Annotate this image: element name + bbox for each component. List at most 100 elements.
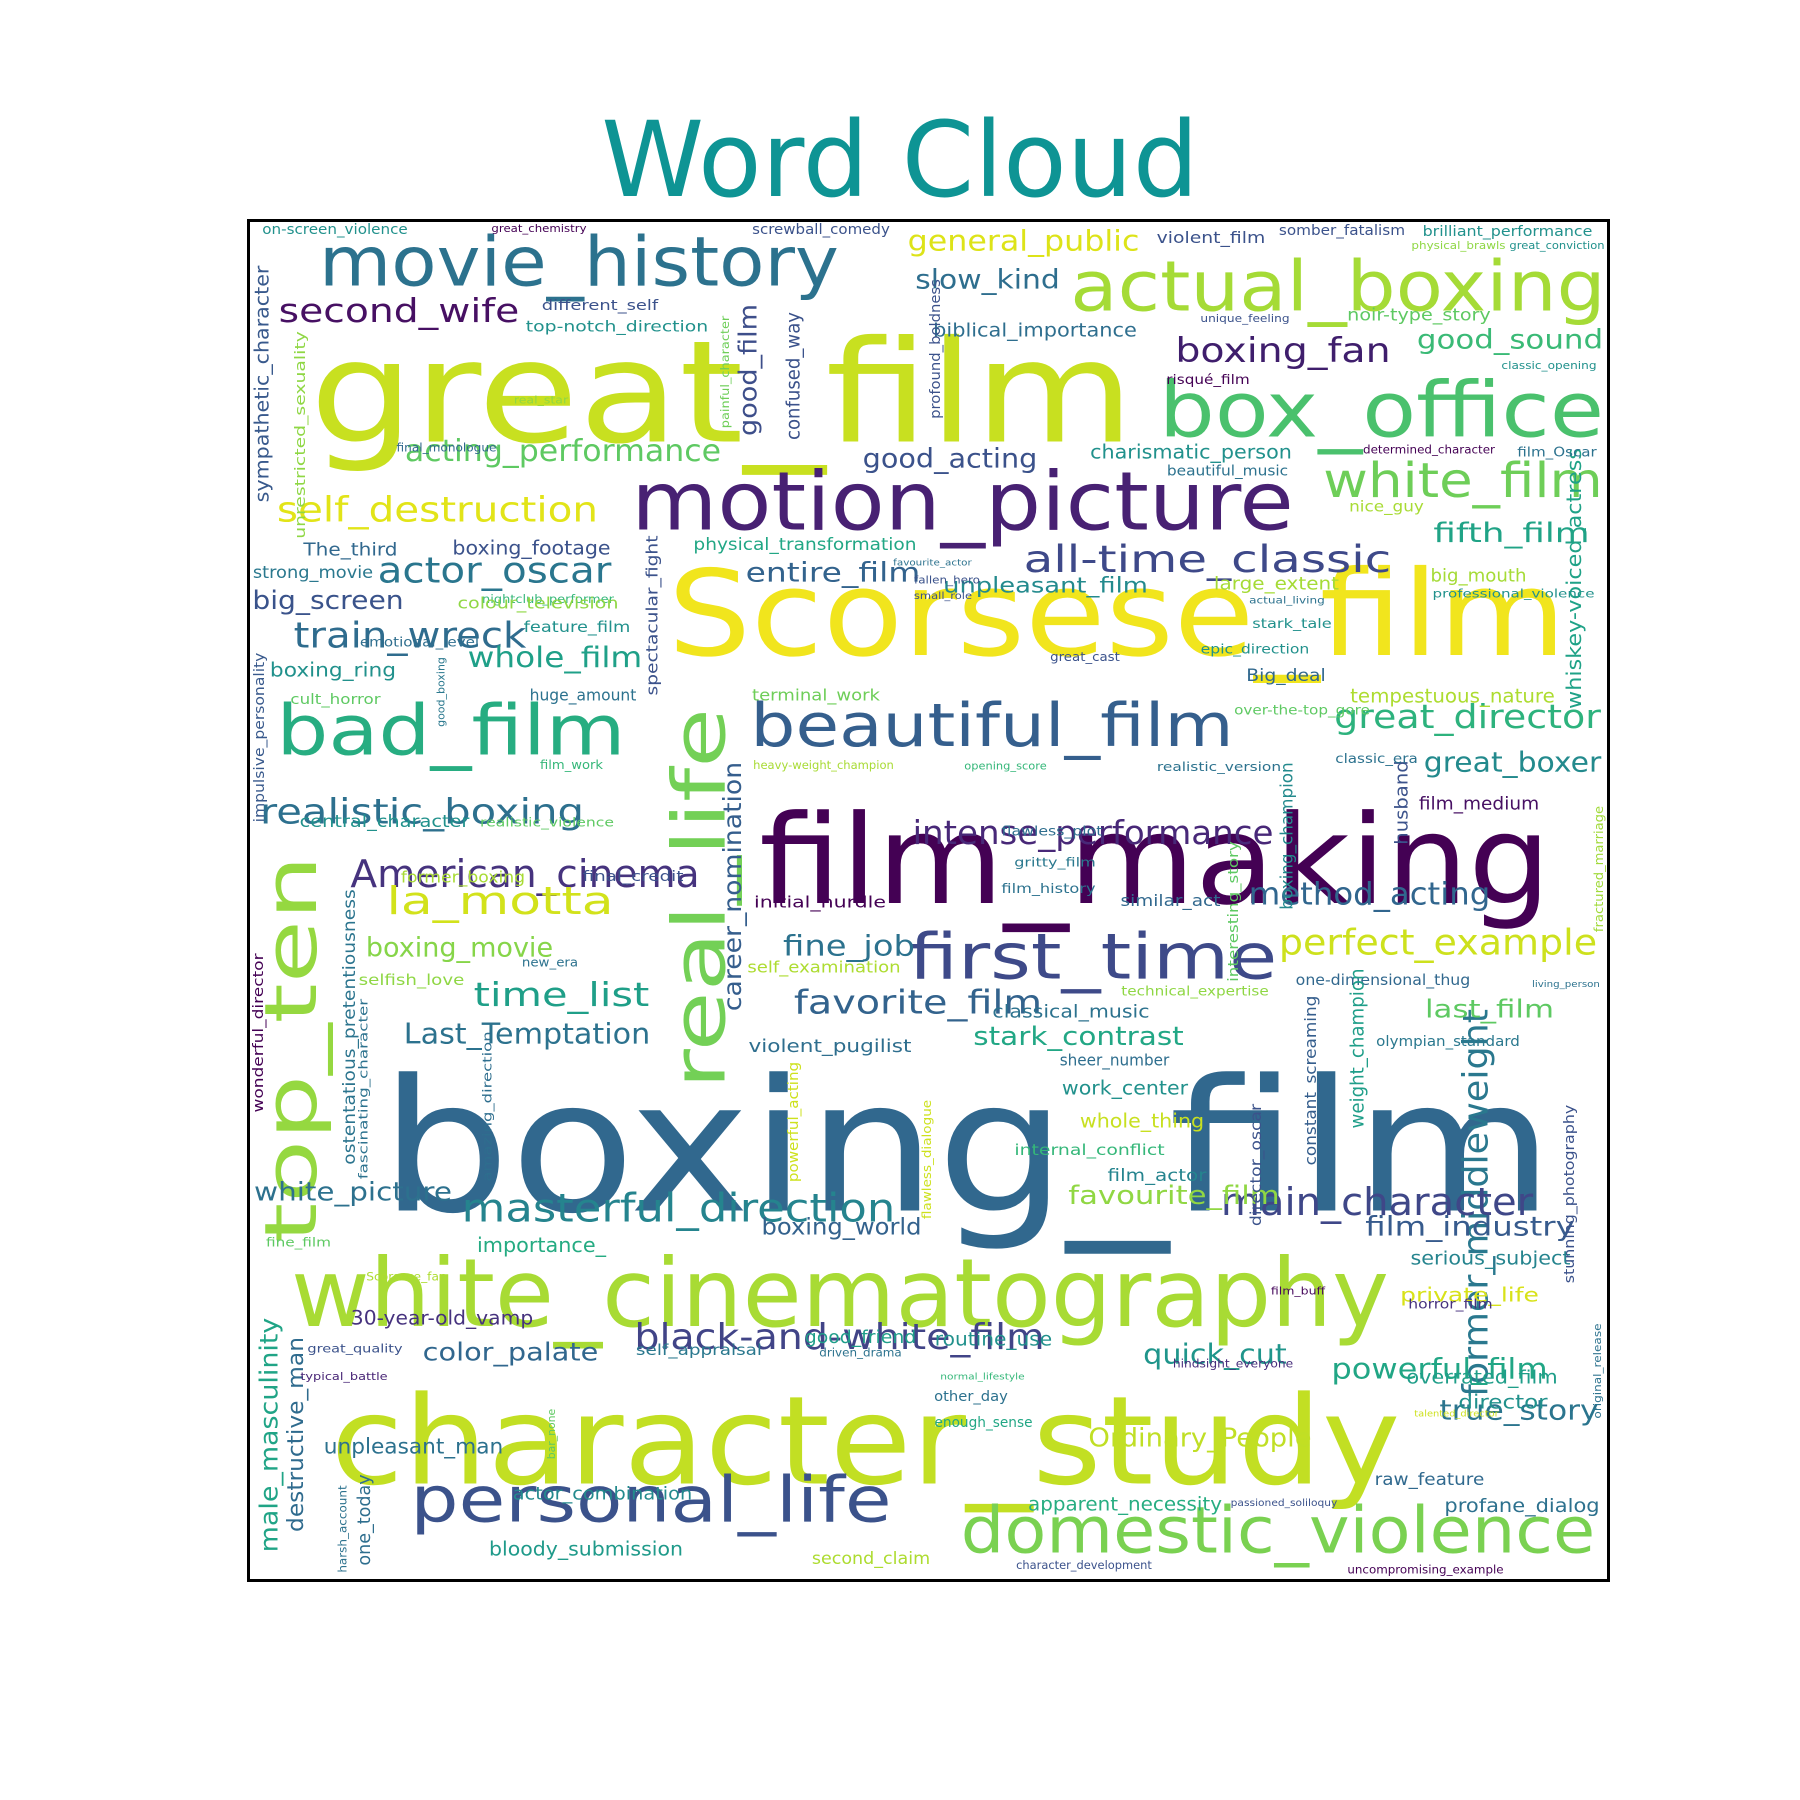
word-stark-tale: stark_tale (1252, 616, 1332, 632)
word-entire-film: entire_film (746, 558, 921, 589)
word-amazing-direction: amazing_direction (480, 1031, 495, 1181)
word-determined-character: determined_character (1363, 444, 1495, 457)
word-terminal-work: terminal_work (752, 686, 881, 706)
word-actor-combination: actor_combination (513, 1484, 692, 1505)
word-initial-hurdle: initial_hurdle (754, 893, 886, 913)
word-general-public: general_public (908, 225, 1140, 258)
word-small-role: small_role (914, 591, 972, 602)
word-self-destruction: self_destruction (277, 491, 598, 531)
word-scorsese-fan: Scorsese_fan (366, 1270, 447, 1284)
word-other-day: other_day (934, 1389, 1008, 1405)
word-film-medium: film_medium (1419, 794, 1539, 815)
word-large-extent: large_extent (1214, 574, 1339, 595)
word-fractured-marriage: fractured_marriage (1592, 806, 1606, 932)
word-weight-champion: weight_champion (1348, 969, 1369, 1129)
word-profane-dialog: profane_dialog (1444, 1495, 1599, 1517)
word-bad-film: bad_film (276, 692, 625, 772)
word-new-era: new_era (522, 955, 578, 970)
word-physical-transformation: physical_transformation (693, 534, 916, 555)
word-film-making: film_making (759, 789, 1551, 933)
word-great-boxer: great_boxer (1424, 746, 1602, 779)
word-true-story: true_story (1439, 1396, 1598, 1427)
word-fallen-hero: fallen_hero (914, 575, 980, 587)
word-big-deal: Big_deal (1246, 666, 1326, 686)
word-masterful-direction: masterful_direction (462, 1187, 896, 1232)
word-on-screen-violence: on-screen_violence (262, 222, 408, 238)
word-male-masculinity: male_masculinity (255, 1318, 284, 1553)
word-unpleasant-film: unpleasant_film (943, 574, 1148, 599)
word-top-ten: top_ten (250, 855, 333, 1243)
word-central-character: central_character (300, 812, 471, 832)
word-stunning-photography: stunning_photography (1562, 1104, 1578, 1283)
word-main-character: main_character (1221, 1180, 1534, 1225)
word-destructive-man: destructive_man (283, 1337, 309, 1532)
word-normal-lifestyle: normal_lifestyle (940, 1373, 1025, 1383)
word-movie-history: movie_history (319, 223, 839, 303)
word-bar-none: bar_none (545, 1408, 558, 1459)
word-similar-act: similar_act (1121, 892, 1221, 911)
word-film-actor: film_actor (1108, 1166, 1207, 1186)
word-tempestuous-nature: tempestuous_nature (1350, 685, 1555, 708)
word-heavy-weight-champion: heavy-weight_champion (753, 758, 894, 772)
word-train-wreck: train_wreck (294, 616, 527, 657)
word-director: director (1458, 1391, 1547, 1414)
word-ordinary-people: Ordinary_People (1088, 1424, 1311, 1454)
word-second-wife: second_wife (279, 291, 520, 330)
word-color-palate: color_palate (423, 1338, 599, 1367)
word-raw-feature: raw_feature (1375, 1470, 1485, 1490)
word-cult-horror: cult_horror (290, 692, 380, 708)
word-actual-boxing: actual_boxing (1070, 248, 1605, 328)
word-great-quality: great_quality (307, 1342, 402, 1356)
word-acting-performance: acting_performance (405, 434, 721, 469)
word-brilliant-performance: brilliant_performance (1423, 224, 1593, 240)
word-whiskey-voiced-actress: whiskey-voiced_actress (1562, 448, 1587, 709)
word-big-screen: big_screen (252, 586, 403, 616)
word-black-and-white-film: black-and-white_film (634, 1317, 1044, 1358)
word-impulsive-personality: impulsive_personality (252, 653, 268, 823)
word-enough-sense: enough_sense (935, 1415, 1033, 1431)
word-fine-job: fine_job (783, 930, 915, 963)
word-director-oscar: director_oscar (1247, 1103, 1266, 1226)
word-realistic-boxing: realistic_boxing (260, 793, 584, 833)
word-unpleasant-man: unpleasant_man (324, 1435, 503, 1460)
word-film-buff: film_buff (1271, 1286, 1326, 1298)
word-husband: husband (1392, 760, 1413, 844)
word-good-boxing: good_boxing (435, 657, 448, 727)
word-character-development: character_development (1016, 1559, 1152, 1572)
word-flawless-plot: flawless_plot (1002, 825, 1103, 840)
word-boxing-footage: boxing_footage (452, 537, 610, 560)
word-classic-opening: classic_opening (1501, 359, 1596, 372)
word-actor-oscar: actor_oscar (378, 551, 612, 592)
word-realistic-version: realistic_version (1157, 759, 1281, 774)
word-talented-director: talented_director (1414, 1410, 1499, 1420)
word-great-director: great_director (1334, 698, 1601, 736)
word-fifth-film: fifth_film (1433, 518, 1589, 549)
word-profound-boldness: profound_boldness (928, 279, 944, 419)
word-stark-contrast: stark_contrast (973, 1022, 1184, 1052)
word-boxing-fan: boxing_fan (1175, 331, 1390, 371)
word-cloud-svg: boxing_film great_film film_making Scorsese… (250, 222, 1606, 1577)
chart-title: Word Cloud (601, 99, 1199, 221)
word-unique-feeling: unique_feeling (1200, 312, 1289, 325)
word-ostentatious-pretentiousness: ostentatious_pretentiousness (339, 889, 360, 1165)
word-emotional-level: emotional_level (360, 635, 479, 651)
word-favourite-film: favourite_film (1068, 1181, 1280, 1211)
word-method-acting: method_acting (1249, 877, 1491, 913)
word-different-self: different_self (542, 298, 660, 314)
word-favourite-actor: favourite_actor (893, 559, 972, 569)
word-american-cinema: American_cinema (350, 852, 699, 897)
word-original-release: original_release (1593, 1323, 1604, 1418)
word-confused-way: confused_way (784, 312, 805, 440)
word-box-office: box_office (1159, 367, 1604, 456)
word-spectacular-fight: spectacular_fight (643, 536, 663, 696)
word-classical-music: classical_music (992, 1002, 1149, 1023)
word-nightclub-performer: nightclub_performer (482, 592, 614, 606)
word-final-credit: final_credit (583, 869, 684, 885)
word-perfect-example: perfect_example (1279, 923, 1597, 964)
word-noir-type-story: noir-type_story (1347, 306, 1491, 326)
word-domestic-violence: domestic_violence (961, 1495, 1595, 1569)
word-horror-film: horror_film (1408, 1298, 1492, 1313)
word-boxing-movie: boxing_movie (366, 933, 553, 964)
word-great-conviction: great_conviction (1509, 241, 1604, 252)
word-film-work: film_work (540, 758, 603, 772)
